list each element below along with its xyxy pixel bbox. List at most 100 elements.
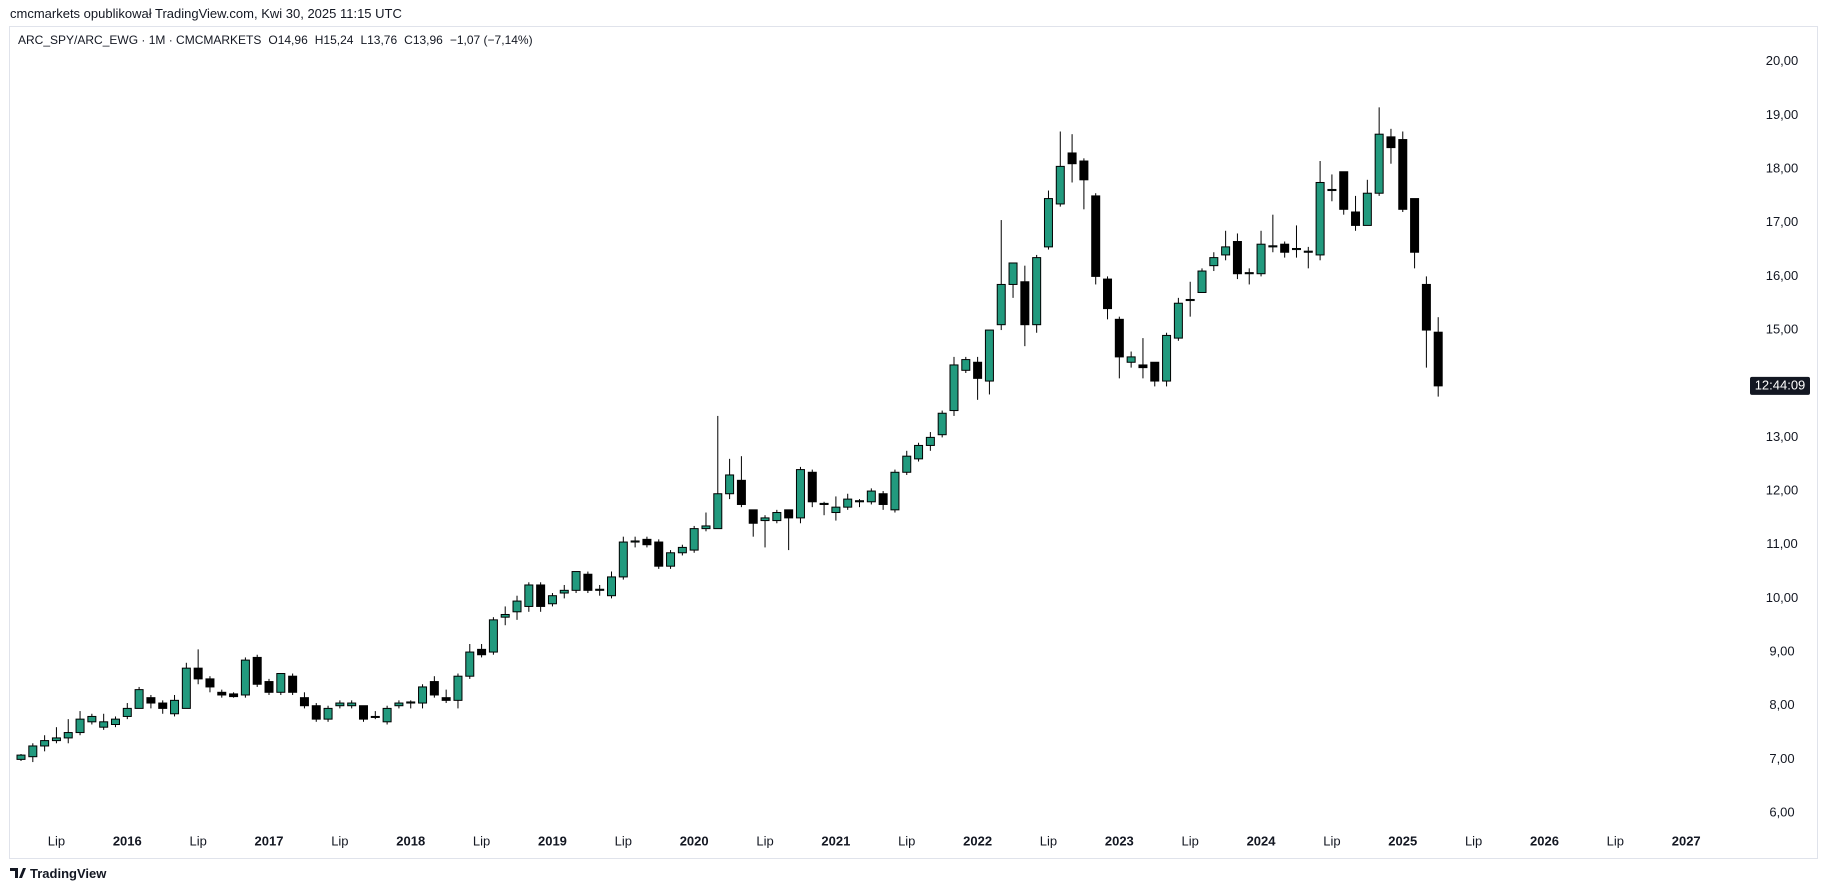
candle-body: [855, 500, 865, 503]
candle-body: [1043, 198, 1053, 248]
countdown-bg: [1750, 376, 1810, 395]
candle-body: [1244, 272, 1254, 275]
candle: [453, 673, 463, 709]
y-tick-label: 12,00: [1766, 482, 1799, 497]
candle: [406, 700, 416, 709]
candle: [1020, 265, 1030, 347]
candle-body: [1126, 356, 1136, 363]
candle: [205, 676, 215, 693]
candle: [158, 700, 168, 714]
candle: [725, 458, 735, 500]
candle: [51, 727, 61, 744]
candle-body: [1291, 247, 1301, 251]
candle-body: [252, 656, 262, 685]
candle-body: [760, 517, 770, 522]
candle-body: [713, 493, 723, 530]
candle: [1114, 316, 1124, 379]
candle-body: [784, 509, 794, 519]
tradingview-logo: [10, 868, 26, 878]
candle-body: [547, 595, 557, 605]
candle-body: [1374, 133, 1384, 194]
candle: [1421, 276, 1431, 368]
candle-body: [477, 648, 487, 656]
candle-body: [1138, 364, 1148, 369]
y-tick-label: 17,00: [1766, 214, 1799, 229]
candle-body: [559, 589, 569, 594]
candle-body: [370, 715, 380, 718]
candle: [1362, 179, 1372, 226]
x-tick-label: Lip: [473, 833, 490, 848]
candle: [925, 432, 935, 451]
candle-body: [418, 686, 428, 704]
candle-body: [1303, 250, 1313, 253]
candle-body: [1351, 211, 1361, 226]
candle-body: [500, 613, 510, 618]
candle: [75, 711, 85, 736]
candle-body: [488, 619, 498, 653]
candle-body: [1150, 361, 1160, 382]
candle: [831, 496, 841, 521]
candle: [949, 356, 959, 416]
candle-body: [158, 702, 168, 709]
candle: [488, 617, 498, 655]
candle: [335, 700, 345, 709]
candle: [1410, 198, 1420, 269]
candle: [299, 692, 309, 709]
candle-body: [1197, 270, 1207, 293]
candle: [855, 499, 865, 508]
candle: [1103, 276, 1113, 320]
candle: [547, 593, 557, 607]
candle-body: [843, 498, 853, 508]
candle: [28, 743, 38, 763]
candle: [1232, 233, 1242, 280]
x-tick-label: 2020: [680, 833, 709, 848]
candle: [866, 488, 876, 505]
candle: [1209, 252, 1219, 272]
candle: [181, 662, 191, 709]
candle: [595, 584, 605, 596]
candle-body: [134, 689, 144, 709]
candle-body: [807, 471, 817, 503]
candle-body: [1410, 198, 1420, 253]
candle-body: [16, 754, 26, 760]
candle: [134, 686, 144, 709]
candle: [996, 220, 1006, 331]
candle-body: [925, 436, 935, 446]
candle-body: [1032, 257, 1042, 326]
candle-body: [642, 538, 652, 546]
candle: [63, 719, 73, 744]
candle-body: [1221, 246, 1231, 256]
candle-body: [677, 546, 687, 554]
candle: [370, 711, 380, 720]
candle-body: [583, 573, 593, 591]
candle-body: [382, 707, 392, 723]
candle-body: [1114, 318, 1124, 358]
candle-body: [571, 571, 581, 591]
candle-body: [1386, 136, 1396, 149]
candle-body: [240, 659, 250, 696]
candle: [323, 705, 333, 722]
candle: [878, 491, 888, 510]
candle: [843, 493, 853, 510]
candle-body: [1209, 257, 1219, 267]
candle-body: [429, 681, 439, 696]
candle: [642, 536, 652, 548]
candle: [229, 692, 239, 698]
candle-body: [961, 359, 971, 371]
x-tick-label: Lip: [189, 833, 206, 848]
candle-body: [996, 283, 1006, 326]
candle: [1197, 268, 1207, 293]
y-tick-label: 6,00: [1769, 804, 1794, 819]
candle-body: [524, 584, 534, 607]
symbol: ARC_SPY/ARC_EWG · 1M · CMCMARKETS: [18, 33, 262, 47]
candle: [1185, 281, 1195, 317]
candle-body: [229, 693, 239, 698]
candle: [429, 676, 439, 698]
candle-body: [831, 506, 841, 514]
candle: [524, 582, 534, 612]
candle: [276, 673, 286, 695]
y-tick-label: 19,00: [1766, 107, 1799, 122]
candle: [607, 571, 616, 599]
candle-body: [323, 707, 333, 720]
candle: [984, 329, 994, 395]
